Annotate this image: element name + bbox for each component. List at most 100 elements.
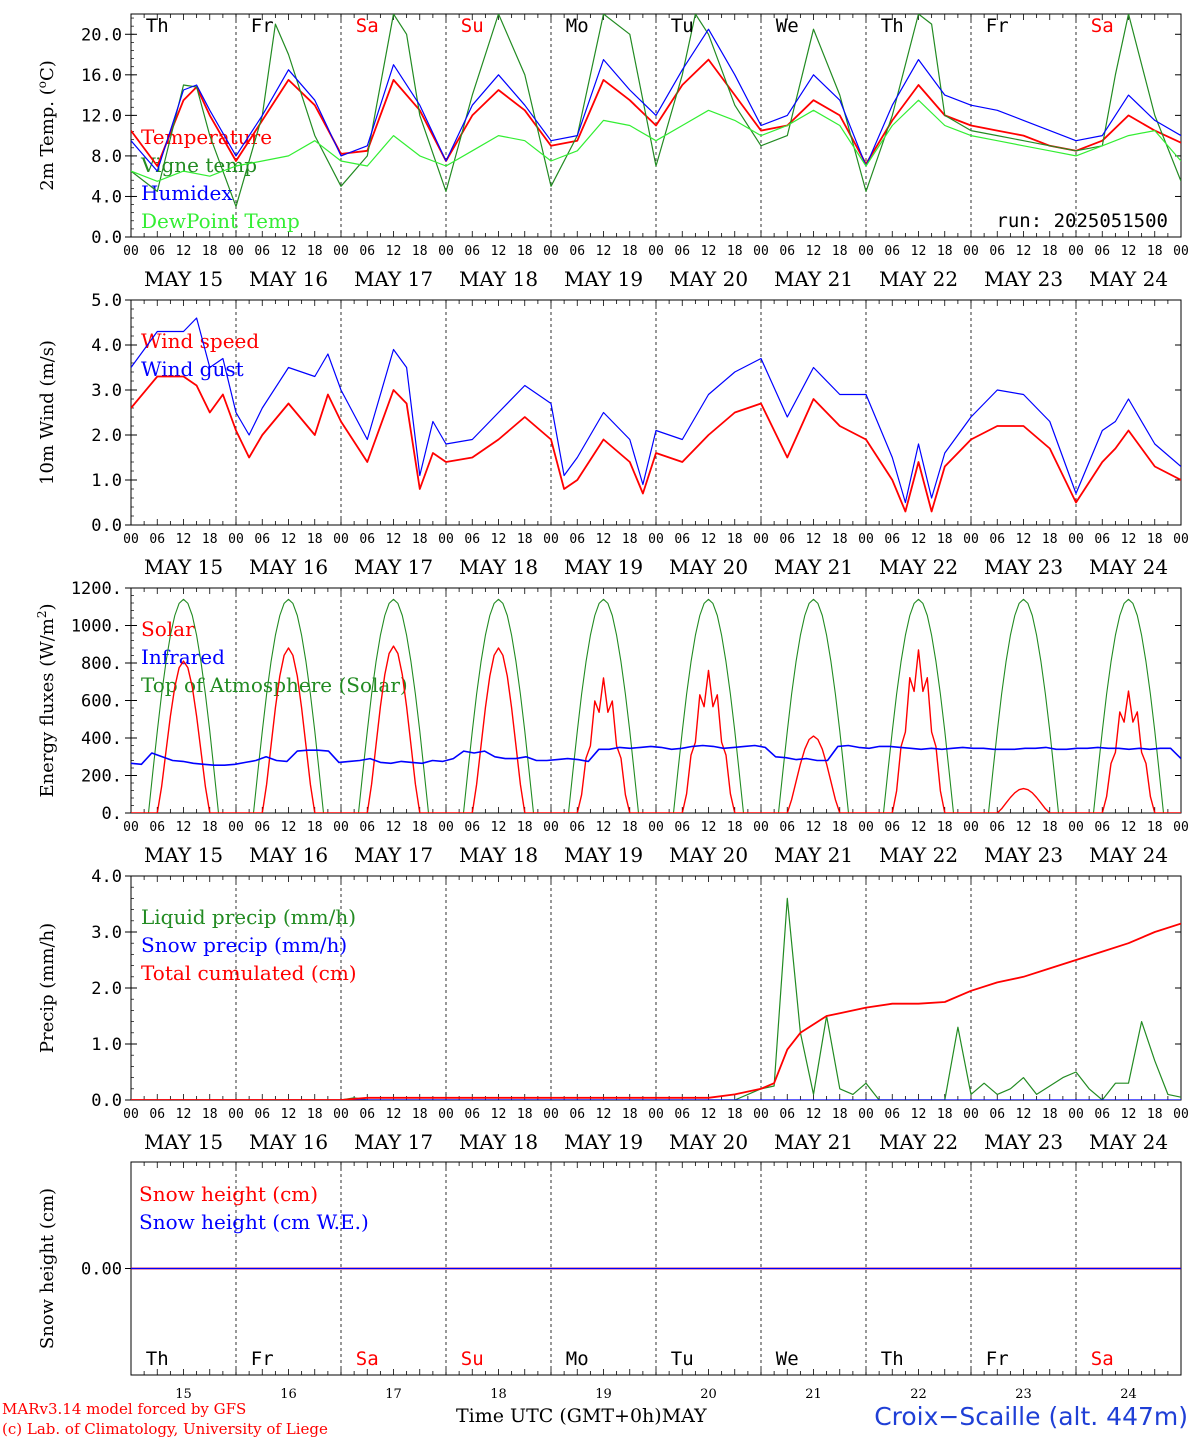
day-number: 15 <box>175 1387 192 1402</box>
date-label: MAY 15 <box>144 1130 223 1154</box>
series-infrared <box>131 744 1181 767</box>
hour-tick-label: 12 <box>1016 820 1032 835</box>
day-number: 24 <box>1120 1387 1137 1402</box>
hour-tick-label: 12 <box>1121 532 1137 547</box>
hour-tick-label: 18 <box>727 1107 743 1122</box>
hour-tick-label: 18 <box>517 1107 533 1122</box>
hour-tick-label: 18 <box>412 1107 428 1122</box>
hour-tick-label: 00 <box>753 1107 769 1122</box>
hour-tick-label: 12 <box>176 244 192 259</box>
hour-tick-label: 06 <box>254 820 270 835</box>
date-label: MAY 17 <box>354 267 433 291</box>
y-tick-label: 0.0 <box>91 1091 122 1111</box>
hour-tick-label: 18 <box>622 532 638 547</box>
hour-tick-label: 18 <box>1147 244 1163 259</box>
hour-tick-label: 00 <box>858 532 874 547</box>
date-label: MAY 24 <box>1089 843 1168 867</box>
plot-frame <box>130 587 1182 814</box>
y-tick-label: 0.0 <box>91 228 122 248</box>
weekday-label: Sa <box>1091 15 1114 37</box>
y-axis-label: Energy fluxes (W/m2) <box>35 603 58 797</box>
date-label: MAY 24 <box>1089 267 1168 291</box>
hour-tick-label: 06 <box>1094 1107 1110 1122</box>
hour-tick-label: 18 <box>307 244 323 259</box>
hour-tick-label: 18 <box>412 244 428 259</box>
run-label: run: 2025051500 <box>996 210 1168 232</box>
date-label: MAY 21 <box>774 555 853 579</box>
date-label: MAY 20 <box>669 1130 748 1154</box>
hour-tick-label: 06 <box>884 244 900 259</box>
hour-tick-label: 12 <box>596 532 612 547</box>
hour-tick-label: 00 <box>648 1107 664 1122</box>
hour-tick-label: 18 <box>832 820 848 835</box>
hour-tick-label: 06 <box>569 244 585 259</box>
date-label: MAY 16 <box>249 555 328 579</box>
y-tick-label: 200. <box>81 767 122 787</box>
date-label: MAY 19 <box>564 267 643 291</box>
legend-entry: Snow height (cm W.E.) <box>139 1210 369 1234</box>
hour-tick-label: 18 <box>727 532 743 547</box>
date-label: MAY 23 <box>984 843 1063 867</box>
hour-tick-label: 00 <box>438 820 454 835</box>
hour-tick-label: 18 <box>517 820 533 835</box>
panel-precip: 0.0 1.0 2.0 3.0 4.0 Precip (mm/h) 00 06 12 18 MAY … <box>37 867 1189 1154</box>
hour-tick-label: 18 <box>1042 1107 1058 1122</box>
hour-tick-label: 06 <box>779 1107 795 1122</box>
date-label: MAY 15 <box>144 843 223 867</box>
weekday-label: Sa <box>356 15 379 37</box>
series-humidex <box>131 28 1181 172</box>
hour-tick-label: 00 <box>1068 244 1084 259</box>
legend-entry: Solar <box>141 617 195 641</box>
legend-entry: Liquid precip (mm/h) <box>141 905 356 929</box>
hour-tick-label: 06 <box>1094 532 1110 547</box>
series-wind-speed <box>131 375 1181 513</box>
hour-tick-label: 18 <box>202 532 218 547</box>
hour-tick-label: 18 <box>1042 244 1058 259</box>
day-number: 16 <box>280 1387 297 1402</box>
date-label: MAY 23 <box>984 555 1063 579</box>
hour-tick-label: 00 <box>228 1107 244 1122</box>
hour-tick-label: 12 <box>386 1107 402 1122</box>
y-tick-label: 0.00 <box>81 1260 122 1280</box>
y-tick-label: 8.0 <box>91 147 122 167</box>
hour-tick-label: 06 <box>884 1107 900 1122</box>
hour-tick-label: 12 <box>911 532 927 547</box>
date-label: MAY 23 <box>984 1130 1063 1154</box>
y-tick-label: 400. <box>81 729 122 749</box>
hour-tick-label: 00 <box>1173 244 1189 259</box>
hour-tick-label: 06 <box>254 532 270 547</box>
hour-tick-label: 06 <box>1094 820 1110 835</box>
hour-tick-label: 00 <box>123 1107 139 1122</box>
credit-line-1: MARv3.14 model forced by GFS <box>2 1400 247 1418</box>
hour-tick-label: 00 <box>648 820 664 835</box>
hour-tick-label: 06 <box>149 1107 165 1122</box>
hour-tick-label: 12 <box>386 820 402 835</box>
hour-tick-label: 18 <box>412 820 428 835</box>
weekday-label: Mo <box>566 15 589 37</box>
hour-tick-label: 18 <box>1042 532 1058 547</box>
date-label: MAY 24 <box>1089 1130 1168 1154</box>
hour-tick-label: 06 <box>1094 244 1110 259</box>
hour-tick-label: 18 <box>517 244 533 259</box>
legend-entry: Infrared <box>141 645 225 669</box>
hour-tick-label: 18 <box>307 1107 323 1122</box>
y-tick-label: 0. <box>102 804 122 824</box>
date-label: MAY 16 <box>249 843 328 867</box>
hour-tick-label: 12 <box>806 532 822 547</box>
hour-tick-label: 12 <box>596 244 612 259</box>
weekday-label: Fr <box>986 15 1009 37</box>
hour-tick-label: 12 <box>911 1107 927 1122</box>
panel-snow: 0.00 Snow height (cm) Snow height (cm) Snow… <box>37 1161 1182 1402</box>
hour-tick-label: 12 <box>1016 1107 1032 1122</box>
date-label: MAY 21 <box>774 1130 853 1154</box>
y-tick-label: 0.0 <box>91 516 122 536</box>
date-label: MAY 17 <box>354 843 433 867</box>
y-tick-label: 2.0 <box>91 426 122 446</box>
hour-tick-label: 12 <box>701 532 717 547</box>
series-group <box>131 897 1181 1100</box>
hour-tick-label: 06 <box>884 532 900 547</box>
y-tick-label: 1.0 <box>91 471 122 491</box>
weekday-label: Fr <box>986 1348 1009 1370</box>
panel-energy: 0. 200. 400. 600. 800. 1000. 1200. Energy fluxe… <box>35 579 1189 867</box>
hour-tick-label: 06 <box>674 532 690 547</box>
